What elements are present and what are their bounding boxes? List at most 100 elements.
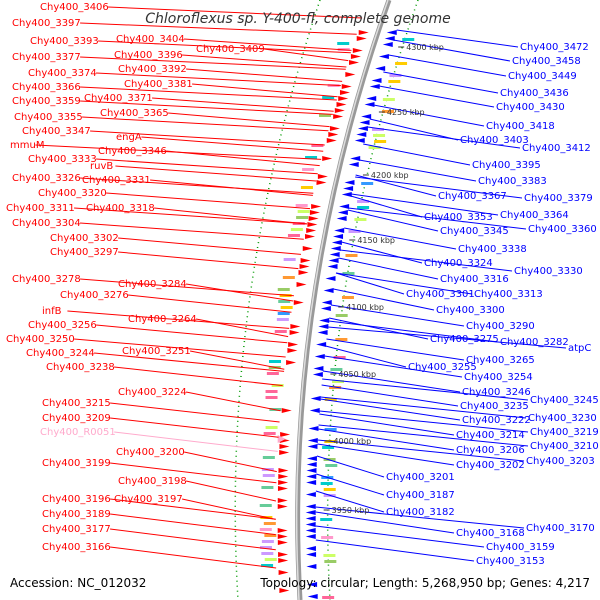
forward-gene-arrow: [302, 246, 313, 251]
forward-gene-label: Chy400_3333: [28, 154, 97, 165]
forward-gene-label: mmuM: [10, 140, 44, 151]
forward-gene-label: Chy400_3209: [42, 413, 111, 424]
cog-category-bar: [287, 234, 300, 237]
forward-gene-arrow: [356, 36, 367, 41]
accession-text: Accession: NC_012032: [10, 576, 146, 590]
reverse-gene-arrow: [305, 492, 316, 497]
forward-gene-arrow: [329, 126, 340, 131]
forward-gene-label: Chy400_3374: [28, 68, 97, 79]
cog-category-bar: [382, 98, 395, 101]
reverse-gene-arrow: [337, 210, 348, 215]
reverse-gene-label: Chy400_3254: [464, 372, 533, 383]
reverse-gene-arrow: [375, 66, 386, 71]
label-connector: [383, 71, 499, 94]
reverse-gene-arrow: [323, 288, 334, 293]
label-connector: [333, 288, 435, 311]
cog-category-bar: [322, 96, 335, 99]
forward-gene-arrow: [289, 330, 300, 335]
label-connector: [373, 104, 485, 127]
reverse-gene-arrow: [313, 366, 324, 371]
label-connector: [315, 506, 525, 529]
reverse-gene-label: Chy400_3418: [486, 121, 555, 132]
label-connector: [186, 283, 294, 302]
forward-gene-arrow: [317, 174, 328, 179]
forward-gene-label: Chy400_3244: [26, 348, 95, 359]
reverse-gene-arrow: [305, 528, 316, 533]
reverse-gene-arrow: [307, 438, 318, 443]
label-connector: [80, 56, 346, 70]
label-connector: [196, 318, 289, 338]
reverse-gene-label: Chy400_3168: [456, 528, 525, 539]
tick-label: 4150 kbp: [357, 236, 395, 245]
label-connector: [150, 179, 313, 196]
genome-backbone-highlight: [295, 0, 389, 600]
forward-gene-arrow: [309, 210, 320, 215]
label-connector: [367, 126, 521, 149]
reverse-gene-arrow: [331, 240, 342, 245]
cog-category-bar: [402, 38, 415, 41]
reverse-gene-arrow: [357, 126, 368, 131]
label-connector: [355, 176, 523, 199]
cog-category-bar: [322, 596, 335, 599]
reverse-gene-label: Chy400_3201: [386, 472, 455, 483]
forward-gene-arrow: [328, 132, 339, 137]
forward-gene-label: Chy400_3278: [12, 274, 81, 285]
reverse-gene-label: Chy400_3353: [424, 212, 493, 223]
reverse-gene-label: Chy400_3472: [520, 42, 589, 53]
reverse-gene-label: Chy400_3203: [526, 456, 595, 467]
cog-category-bar: [280, 306, 293, 309]
forward-gene-label: Chy400_3264: [128, 314, 197, 325]
tick-label: 4000 kbp: [333, 437, 371, 446]
topology-text: Topology: circular; Length: 5,268,950 bp…: [259, 576, 590, 590]
label-connector: [114, 431, 278, 452]
map-title: Chloroflexus sp. Y-400-fl, complete geno…: [145, 11, 451, 27]
reverse-gene-label: Chy400_3245: [530, 395, 599, 406]
cog-category-bar: [357, 200, 370, 203]
cog-category-bar: [335, 338, 348, 341]
label-connector: [318, 424, 529, 447]
label-connector: [322, 378, 529, 401]
label-connector: [351, 193, 499, 216]
cog-category-bar: [354, 218, 367, 221]
label-connector: [80, 86, 337, 101]
reverse-gene-label: Chy400_3338: [458, 244, 527, 255]
cog-category-bar: [324, 560, 337, 563]
reverse-gene-label: Chy400_3230: [528, 413, 597, 424]
label-connector: [316, 455, 385, 478]
reverse-gene-label: Chy400_3275: [430, 334, 499, 345]
rna-gene-marker: [277, 435, 286, 443]
label-connector: [90, 130, 325, 146]
label-connector: [347, 209, 439, 232]
tick-label: 4200 kbp: [371, 171, 409, 180]
reverse-gene-label: Chy400_3300: [436, 305, 505, 316]
forward-gene-arrow: [278, 558, 289, 563]
label-connector: [338, 257, 439, 280]
reverse-gene-arrow: [333, 234, 344, 239]
label-connector: [328, 320, 499, 343]
forward-gene-arrow: [334, 108, 345, 113]
reverse-gene-label: Chy400_3222: [462, 415, 531, 426]
cog-category-bar: [337, 42, 350, 45]
label-connector: [67, 310, 290, 329]
forward-gene-arrow: [338, 96, 349, 101]
label-connector: [393, 39, 511, 62]
label-connector: [192, 83, 338, 98]
forward-gene-label: Chy400_3250: [6, 334, 75, 345]
cog-category-bar: [262, 474, 275, 477]
forward-gene-label: Chy400_3177: [42, 524, 111, 535]
forward-gene-label: Chy400_3371: [84, 93, 153, 104]
forward-gene-arrow: [278, 480, 289, 485]
label-connector: [369, 118, 459, 141]
cog-category-bar: [264, 558, 277, 561]
cog-category-bar: [335, 314, 348, 317]
reverse-gene-label: Chy400_3246: [462, 387, 531, 398]
reverse-gene-label: Chy400_3187: [386, 490, 455, 501]
forward-gene-arrow: [336, 102, 347, 107]
tick-label: 4300 kbp: [406, 43, 444, 52]
cog-category-bar: [296, 216, 309, 219]
forward-gene-arrow: [308, 216, 319, 221]
forward-gene-arrow: [299, 264, 310, 269]
forward-gene-arrow: [277, 534, 288, 539]
cog-category-bar: [277, 312, 290, 315]
label-connector: [350, 195, 423, 218]
